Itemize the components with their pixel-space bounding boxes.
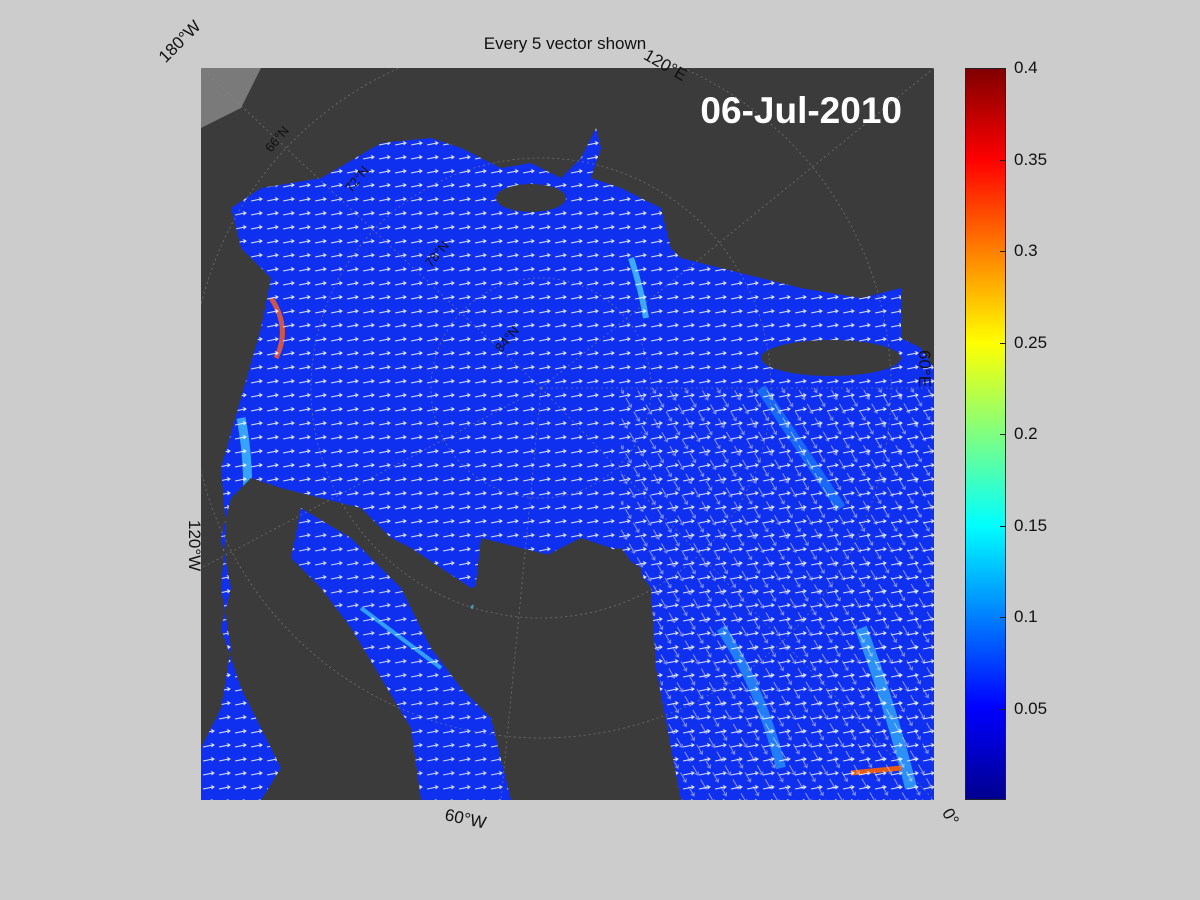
colorbar-tick-label: 0.2 bbox=[1014, 424, 1038, 443]
colorbar-tick-mark bbox=[1000, 617, 1006, 618]
land-masses bbox=[201, 88, 934, 800]
colorbar-tick-label: 0.1 bbox=[1014, 607, 1038, 626]
map-title: Every 5 vector shown bbox=[483, 34, 647, 53]
lon-label-60w: 60°W bbox=[443, 805, 488, 833]
lon-label-180w: 180°W bbox=[154, 16, 205, 67]
lon-label-0: 0° bbox=[938, 805, 963, 829]
colorbar-tick-label: 0.15 bbox=[1014, 515, 1048, 535]
colorbar-tick-label: 0.35 bbox=[1014, 149, 1048, 169]
colorbar-tick-label: 0.05 bbox=[1014, 698, 1048, 718]
lon-label-60e: 60°E bbox=[915, 350, 934, 388]
colorbar-tick-mark bbox=[1000, 159, 1006, 161]
graticule bbox=[201, 68, 934, 800]
colorbar-tick-mark bbox=[1000, 251, 1006, 252]
date-stamp: 06-Jul-2010 bbox=[700, 90, 902, 131]
colorbar-tick-mark bbox=[1000, 68, 1006, 69]
colorbar-tick-label: 0.4 bbox=[1014, 58, 1038, 77]
colorbar-tick-mark bbox=[1000, 434, 1006, 435]
map-canvas: 66°N 72°N 78°N 84°N bbox=[201, 68, 934, 800]
outside-domain-area bbox=[201, 68, 261, 128]
colorbar-tick-mark bbox=[1000, 525, 1006, 527]
colorbar-tick-mark bbox=[1000, 708, 1006, 710]
velocity-vectors bbox=[201, 128, 934, 800]
lon-label-120w: 120°W bbox=[185, 520, 204, 572]
colorbar-tick-label: 0.25 bbox=[1014, 332, 1048, 352]
colorbar-tick-mark bbox=[1000, 342, 1006, 344]
map-panel: 66°N 72°N 78°N 84°N 06-Jul-2010 bbox=[201, 68, 934, 800]
colorbar-tick-label: 0.3 bbox=[1014, 241, 1038, 260]
